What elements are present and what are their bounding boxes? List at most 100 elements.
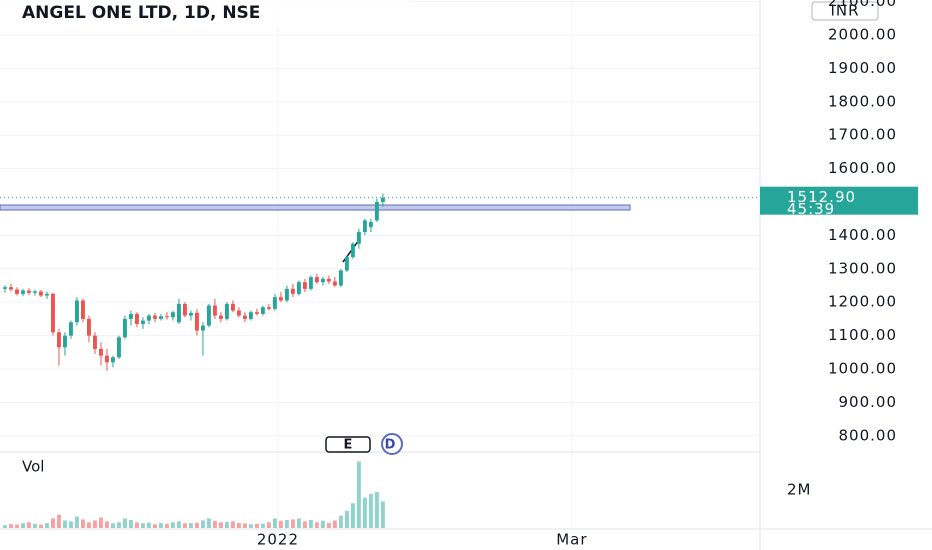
candle-body (254, 312, 259, 314)
volume-bar (320, 520, 325, 528)
candle-body (81, 300, 85, 319)
volume-bar (266, 522, 271, 528)
volume-bar (111, 523, 115, 528)
currency: INR (830, 2, 859, 20)
volume-label: Vol (22, 458, 44, 476)
candle-body (212, 305, 217, 316)
candle-body (302, 282, 307, 289)
candle-body (69, 322, 73, 336)
volume-bar (3, 525, 7, 528)
volume-bar (380, 501, 385, 528)
volume-bar (212, 520, 217, 528)
volume-bar (374, 491, 379, 528)
volume-bar (69, 521, 73, 528)
volume-bar (344, 510, 349, 528)
volume-bar (164, 523, 169, 528)
volume-bar (33, 523, 37, 528)
volume-bar (248, 524, 253, 528)
x-tick-label: 2022 (257, 531, 299, 549)
candle-body (39, 291, 43, 296)
volume-bar (81, 519, 85, 528)
volume-bar (105, 521, 109, 528)
volume-bar (75, 516, 79, 528)
y-tick-label: 900.00 (839, 393, 898, 411)
volume-bar (158, 523, 163, 528)
volume-bar (93, 520, 97, 528)
candle-body (278, 297, 283, 301)
candle-body (128, 313, 133, 319)
y-tick-label: 1700.00 (828, 126, 897, 144)
y-tick-label: 2000.00 (828, 26, 897, 44)
volume-bar (39, 524, 43, 528)
badge-d[interactable] (381, 433, 403, 455)
candle-body (93, 335, 97, 349)
y-tick-label: 1800.00 (828, 92, 897, 110)
candle-body (140, 320, 145, 324)
volume-bar (284, 520, 289, 528)
candle-body (272, 297, 277, 309)
y-tick-label: 800.00 (839, 426, 898, 444)
y-tick-label: 1400.00 (828, 226, 897, 244)
candle-body (27, 290, 31, 293)
candle-body (314, 277, 319, 283)
candle-body (134, 313, 139, 324)
candle-body (266, 307, 271, 309)
volume-bar (332, 520, 337, 528)
candle-body (123, 318, 127, 338)
volume-bar (63, 520, 67, 528)
y-tick-label: 1600.00 (828, 159, 897, 177)
candle-body (75, 300, 79, 323)
volume-bar (170, 522, 175, 528)
volume-bar (194, 522, 199, 528)
candle-body (158, 316, 163, 319)
volume-bar (176, 521, 181, 528)
title-bg (0, 0, 410, 26)
candle-body (176, 303, 181, 323)
y-tick-label: 1000.00 (828, 360, 897, 378)
countdown: 45:39 (787, 200, 835, 218)
candle-body (194, 312, 199, 331)
volume-bar (128, 520, 133, 528)
candle-body (15, 289, 19, 294)
volume-bar (308, 520, 313, 528)
price-zone (0, 204, 631, 211)
volume-bar (123, 518, 127, 528)
candle-body (230, 303, 235, 311)
candle-body (105, 355, 109, 363)
volume-bar (224, 521, 229, 528)
volume-bar (230, 521, 235, 528)
y-tick-label: 1900.00 (828, 59, 897, 77)
y-tick-label: 2100.00 (828, 0, 897, 10)
candle-body (368, 222, 373, 228)
volume-bar (140, 523, 145, 528)
badge-e[interactable] (325, 436, 371, 453)
candle-body (290, 288, 295, 294)
candle-body (236, 310, 241, 316)
y-tick-label: 1100.00 (828, 326, 897, 344)
candle-body (326, 278, 331, 282)
candle-body (170, 312, 175, 318)
candle-body (3, 287, 7, 289)
candle-body (242, 315, 247, 319)
volume-bar (182, 523, 187, 528)
volume-bar (27, 522, 31, 528)
volume-bar (45, 523, 49, 528)
volume-bar (134, 522, 139, 528)
volume-bar (87, 522, 91, 528)
volume-tick-label: 2M (787, 481, 812, 499)
volume-bar (152, 524, 157, 528)
currency-box[interactable] (811, 1, 879, 21)
candle-body (206, 305, 211, 326)
volume-bar (188, 523, 193, 528)
volume-bar (51, 518, 55, 528)
volume-bar (57, 514, 61, 528)
marks (0, 193, 760, 528)
candle-body (45, 293, 49, 296)
candle-body (200, 325, 205, 331)
volume-bar (242, 523, 247, 528)
candle-body (164, 316, 169, 318)
volume-bar (350, 503, 355, 528)
candle-body (21, 290, 25, 294)
candle-body (362, 220, 367, 233)
